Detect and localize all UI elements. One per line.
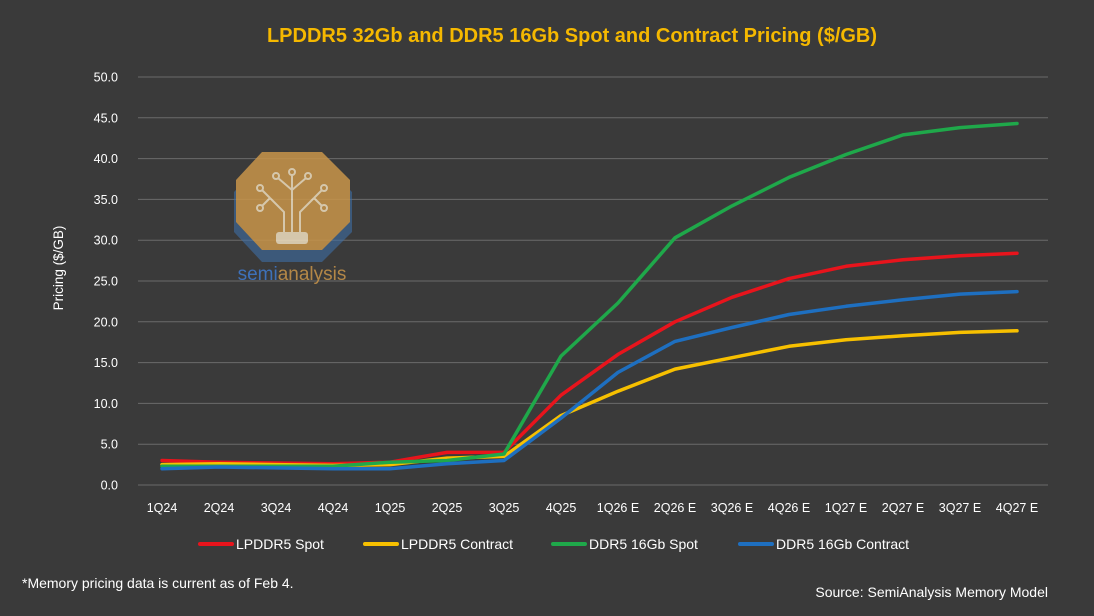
x-tick-label: 2Q27 E <box>882 501 924 515</box>
x-tick-label: 2Q25 <box>432 501 463 515</box>
x-tick-label: 2Q26 E <box>654 501 696 515</box>
y-axis-ticks: 0.0 5.0 10.0 15.0 20.0 25.0 30.0 35.0 40.0 45.0 50… <box>94 71 118 493</box>
semianalysis-logo: semianalysis <box>234 152 352 285</box>
x-tick-label: 3Q25 <box>489 501 520 515</box>
x-tick-label: 3Q27 E <box>939 501 981 515</box>
x-tick-label: 4Q24 <box>318 501 349 515</box>
legend-label: LPDDR5 Contract <box>401 536 513 552</box>
y-tick-label: 50.0 <box>94 71 118 85</box>
source-note: Source: SemiAnalysis Memory Model <box>815 584 1048 600</box>
y-tick-label: 25.0 <box>94 275 118 289</box>
y-tick-label: 10.0 <box>94 397 118 411</box>
y-tick-label: 0.0 <box>101 479 118 493</box>
y-tick-label: 35.0 <box>94 193 118 207</box>
series-lines <box>160 121 1019 471</box>
x-tick-label: 3Q26 E <box>711 501 753 515</box>
footnote: *Memory pricing data is current as of Fe… <box>22 575 294 591</box>
y-tick-label: 15.0 <box>94 356 118 370</box>
x-tick-label: 1Q25 <box>375 501 406 515</box>
y-tick-label: 45.0 <box>94 111 118 125</box>
y-tick-label: 40.0 <box>94 152 118 166</box>
legend-label: DDR5 16Gb Contract <box>776 536 909 552</box>
y-tick-label: 20.0 <box>94 315 118 329</box>
x-axis-ticks: 1Q24 2Q24 3Q24 4Q24 1Q25 2Q25 3Q25 4Q25 1Q26 E 2Q… <box>147 501 1038 515</box>
legend-label: LPDDR5 Spot <box>236 536 324 552</box>
x-tick-label: 1Q24 <box>147 501 178 515</box>
x-tick-label: 1Q26 E <box>597 501 639 515</box>
y-tick-label: 5.0 <box>101 438 118 452</box>
x-tick-label: 2Q24 <box>204 501 235 515</box>
logo-base <box>276 232 308 244</box>
series-line-ddr5-16gb-spot <box>160 121 1019 468</box>
x-tick-label: 4Q25 <box>546 501 577 515</box>
y-axis-label: Pricing ($/GB) <box>51 226 66 311</box>
chart-title: LPDDR5 32Gb and DDR5 16Gb Spot and Contr… <box>267 25 877 47</box>
circuit-tree-icon <box>256 168 328 232</box>
series-line-lpddr5-contract <box>160 329 1019 468</box>
x-tick-label: 4Q26 E <box>768 501 810 515</box>
logo-text-semi: semi <box>238 264 278 285</box>
x-tick-label: 1Q27 E <box>825 501 867 515</box>
legend-label: DDR5 16Gb Spot <box>589 536 698 552</box>
legend: LPDDR5 Spot LPDDR5 Contract DDR5 16Gb Spot… <box>198 536 909 552</box>
y-tick-label: 30.0 <box>94 234 118 248</box>
x-tick-label: 3Q24 <box>261 501 292 515</box>
x-tick-label: 4Q27 E <box>996 501 1038 515</box>
logo-text-analysis: analysis <box>278 264 347 285</box>
series-line-ddr5-16gb-contract <box>160 289 1019 471</box>
logo-wordmark: semianalysis <box>238 264 347 285</box>
